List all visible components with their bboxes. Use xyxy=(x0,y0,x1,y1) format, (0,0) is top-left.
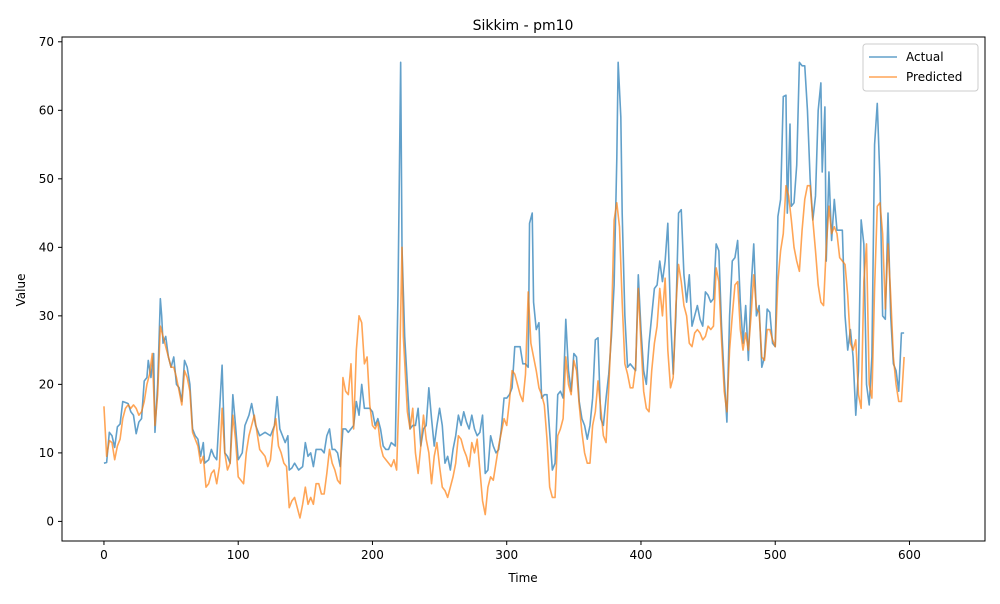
x-axis: 0 100 200 300 400 500 600 xyxy=(100,541,921,562)
x-tick-label: 400 xyxy=(630,548,653,562)
plot-frame xyxy=(61,36,986,542)
x-tick-label: 500 xyxy=(764,548,787,562)
legend-box xyxy=(862,43,979,92)
x-tick-label: 600 xyxy=(898,548,921,562)
legend: Actual Predicted xyxy=(862,43,979,92)
x-tick-label: 200 xyxy=(361,548,384,562)
y-tick-label: 40 xyxy=(39,240,54,254)
x-tick-label: 300 xyxy=(495,548,518,562)
y-tick-label: 30 xyxy=(39,309,54,323)
series-line-predicted xyxy=(103,184,905,519)
x-axis-label: Time xyxy=(507,571,537,585)
plot-area xyxy=(61,36,986,542)
y-tick-label: 0 xyxy=(46,514,54,528)
legend-label-predicted: Predicted xyxy=(906,70,962,84)
x-tick-label: 100 xyxy=(227,548,250,562)
y-axis: 0 10 20 30 40 50 60 70 xyxy=(39,35,62,528)
y-tick-label: 20 xyxy=(39,377,54,391)
series-layer xyxy=(103,61,905,519)
y-tick-label: 70 xyxy=(39,35,54,49)
y-tick-label: 60 xyxy=(39,103,54,117)
x-tick-label: 0 xyxy=(100,548,108,562)
chart-title: Sikkim - pm10 xyxy=(473,18,574,34)
legend-label-actual: Actual xyxy=(906,50,944,64)
y-tick-label: 10 xyxy=(39,446,54,460)
y-axis-label: Value xyxy=(14,274,28,307)
y-tick-label: 50 xyxy=(39,172,54,186)
series-line-actual xyxy=(103,61,905,475)
